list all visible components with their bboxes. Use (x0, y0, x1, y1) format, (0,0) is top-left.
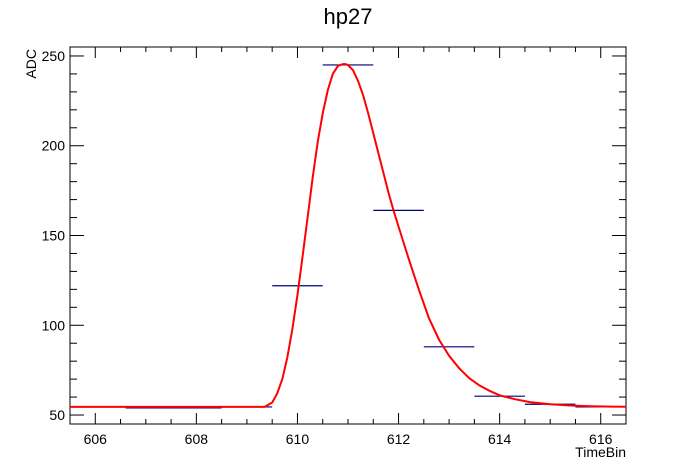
y-tick-label: 100 (42, 317, 66, 333)
fit-curve (70, 63, 627, 408)
plot-frame (69, 46, 627, 425)
x-tick-label: 606 (84, 431, 108, 447)
x-tick-label: 610 (286, 431, 310, 447)
x-tick-label: 612 (387, 431, 411, 447)
y-tick-label: 250 (42, 48, 66, 64)
y-axis-label: ADC (23, 49, 39, 79)
x-tick-label: 614 (488, 431, 512, 447)
x-tick-label: 616 (589, 431, 613, 447)
x-axis-label: TimeBin (575, 444, 626, 460)
y-axis: 50 100 150 200 250 (42, 48, 626, 423)
x-axis: 606 608 610 612 614 616 (69, 47, 627, 447)
y-tick-label: 200 (42, 138, 66, 154)
y-tick-label: 150 (42, 228, 66, 244)
x-tick-label: 608 (185, 431, 209, 447)
histogram-bins (125, 64, 626, 409)
chart-title: hp27 (324, 4, 373, 29)
y-tick-label: 50 (49, 407, 65, 423)
